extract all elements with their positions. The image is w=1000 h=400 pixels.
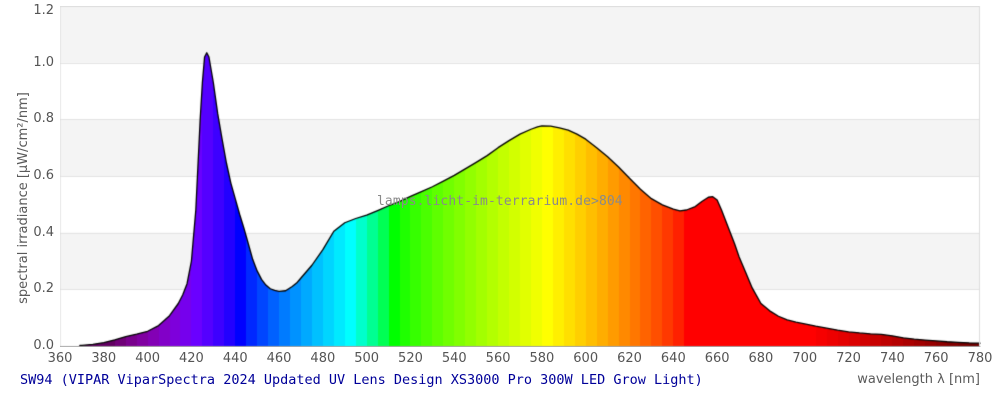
- x-tick-label: 400: [135, 351, 161, 366]
- x-tick-label: 520: [398, 351, 423, 366]
- spectrum-plot-canvas: [60, 6, 981, 347]
- y-tick-label: 0.6: [33, 168, 54, 183]
- y-tick-label: 1.2: [33, 3, 54, 18]
- x-tick-label: 460: [266, 351, 292, 366]
- chart-caption: SW94 (VIPAR ViparSpectra 2024 Updated UV…: [20, 372, 703, 388]
- y-tick-label: 0.0: [33, 338, 54, 353]
- x-tick-label: 540: [441, 351, 467, 366]
- x-tick-label: 700: [792, 351, 818, 366]
- x-tick-label: 480: [310, 351, 336, 366]
- y-tick-label: 0.8: [33, 111, 54, 127]
- x-tick-label: 580: [529, 351, 555, 366]
- x-tick-label: 780: [967, 351, 993, 366]
- x-tick-label: 600: [573, 351, 599, 366]
- watermark-text: lamps.licht-im-terrarium.de>804: [377, 194, 623, 209]
- x-tick-label: 420: [179, 351, 204, 366]
- x-tick-label: 500: [354, 351, 380, 366]
- x-axis-title: wavelength λ [nm]: [857, 372, 980, 387]
- x-tick-label: 440: [222, 351, 248, 366]
- x-tick-label: 740: [879, 351, 905, 366]
- y-tick-label: 1.0: [33, 54, 54, 70]
- x-tick-label: 720: [836, 351, 861, 366]
- y-tick-label: 0.2: [33, 281, 54, 297]
- x-tick-label: 680: [748, 351, 774, 366]
- x-tick-label: 760: [923, 351, 949, 366]
- x-tick-label: 660: [704, 351, 730, 366]
- x-tick-label: 560: [485, 351, 511, 366]
- x-tick-label: 380: [91, 351, 117, 366]
- x-tick-label: 620: [617, 351, 642, 366]
- x-tick-label: 640: [660, 351, 686, 366]
- y-tick-label: 0.4: [33, 224, 54, 240]
- x-tick-label: 360: [47, 351, 73, 366]
